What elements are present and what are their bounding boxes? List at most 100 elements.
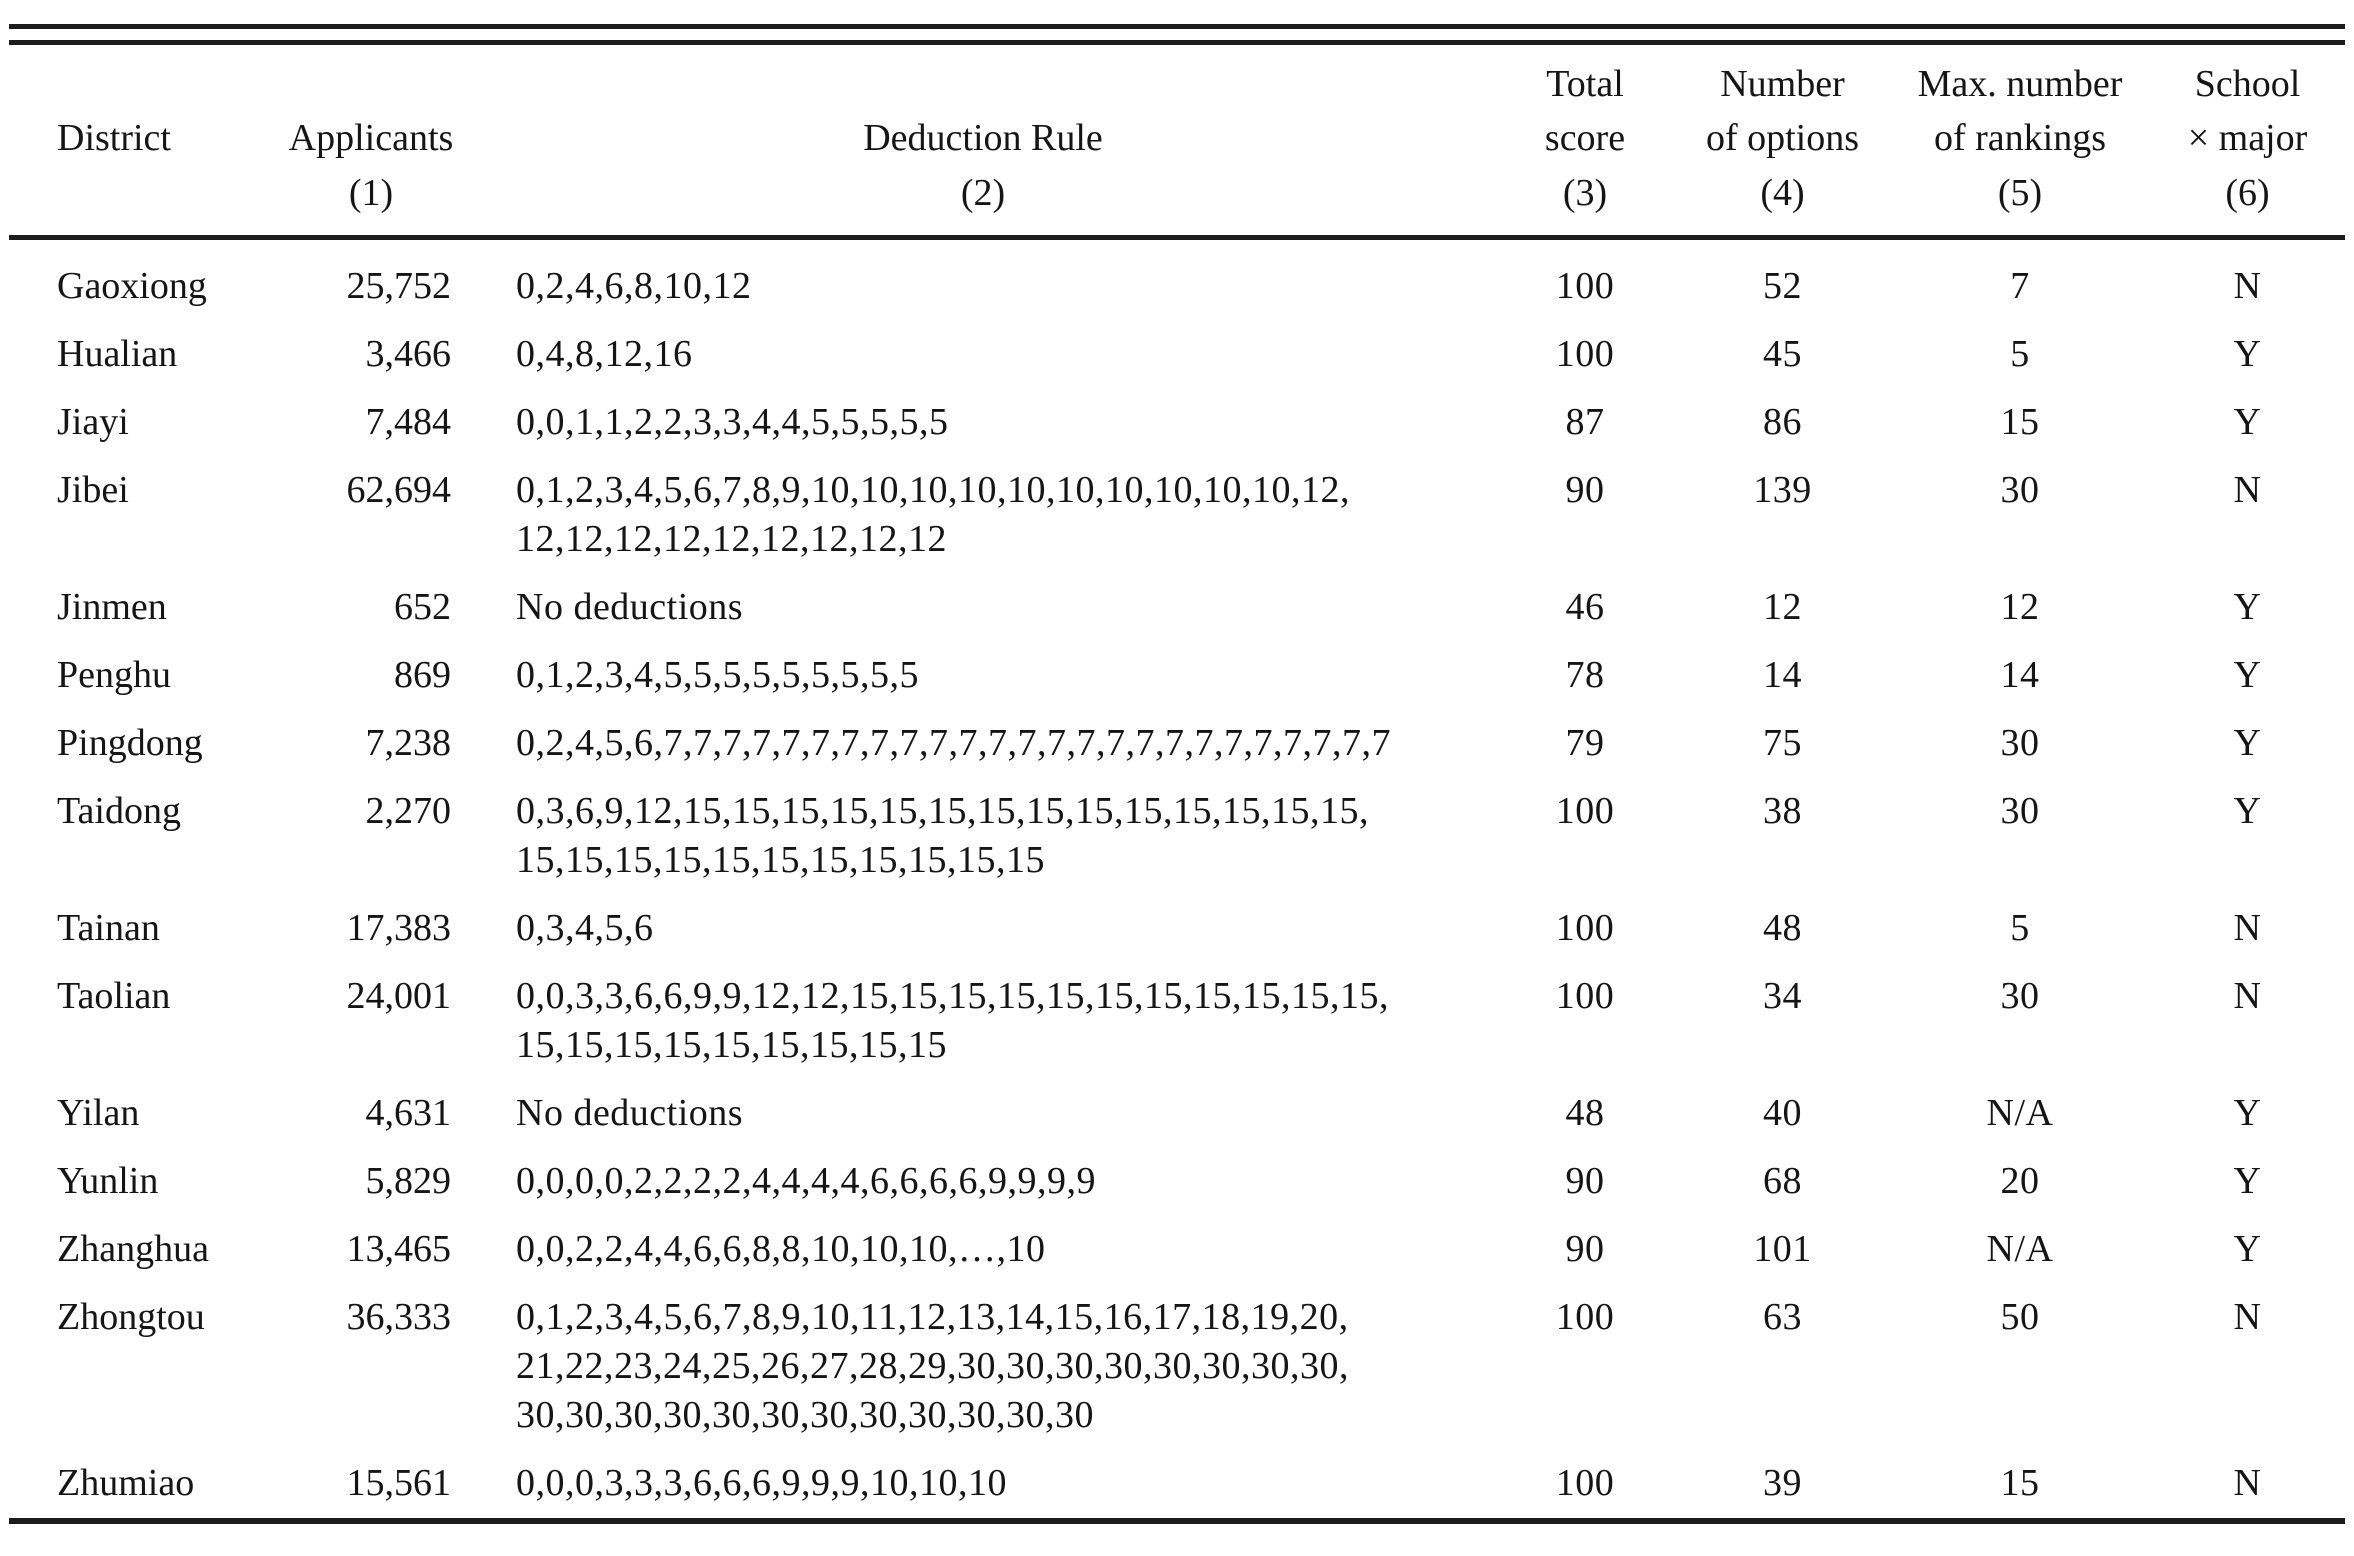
cell-district: Tainan <box>57 907 160 949</box>
cell-district: Yunlin <box>57 1160 159 1202</box>
cell-district: Jinmen <box>57 586 167 628</box>
cell-deduction-rule: 0,0,0,3,3,3,6,6,6,9,9,9,10,10,10 <box>471 1450 1495 1518</box>
cell-max-rankings: 30 <box>2000 975 2040 1017</box>
cell-district: Taolian <box>57 975 171 1017</box>
table-row: Zhumiao 15,561 0,0,0,3,3,3,6,6,6,9,9,9,10,… <box>9 1450 2345 1518</box>
cell-district: Penghu <box>57 654 171 696</box>
cell-max-rankings: 30 <box>2000 790 2040 832</box>
cell-deduction-rule: 0,0,3,3,6,6,9,9,12,12,15,15,15,15,15,15,… <box>471 963 1495 1080</box>
cell-deduction-rule: 0,0,2,2,4,4,6,6,8,8,10,10,10,…,10 <box>471 1216 1495 1284</box>
table-header: District Applicants (1) Deduction Rule (… <box>9 45 2345 240</box>
table-row: Yilan 4,631 No deductions 48 40 N/A Y <box>9 1080 2345 1148</box>
cell-school-major: Y <box>2233 722 2262 764</box>
table-row: Jiayi 7,484 0,0,1,1,2,2,3,3,4,4,5,5,5,5,5 8… <box>9 389 2345 457</box>
cell-school-major: Y <box>2233 586 2262 628</box>
header-cell-total-score: Total score (3) <box>1495 45 1675 240</box>
deduction-rule-line: 15,15,15,15,15,15,15,15,15 <box>516 1024 947 1066</box>
cell-number-of-options: 68 <box>1763 1160 1802 1202</box>
deduction-rule-line: 21,22,23,24,25,26,27,28,29,30,30,30,30,3… <box>516 1345 1349 1387</box>
header-line1 <box>57 57 270 111</box>
cell-number-of-options: 101 <box>1753 1228 1812 1270</box>
cell-total-score: 100 <box>1555 975 1615 1017</box>
cell-district: Jiayi <box>57 401 129 443</box>
cell-deduction-rule: 0,4,8,12,16 <box>471 321 1495 389</box>
cell-deduction-rule: 0,3,6,9,12,15,15,15,15,15,15,15,15,15,15… <box>471 778 1495 895</box>
table-row: Zhanghua 13,465 0,0,2,2,4,4,6,6,8,8,10,10,… <box>9 1216 2345 1284</box>
cell-school-major: Y <box>2233 401 2262 443</box>
cell-total-score: 48 <box>1565 1092 1605 1134</box>
header-line1: Total <box>1546 63 1624 105</box>
header-column-number: (6) <box>2225 172 2270 214</box>
cell-district: Hualian <box>57 333 178 375</box>
deduction-rule-line: No deductions <box>516 1092 744 1134</box>
cell-applicants: 15,561 <box>346 1462 452 1504</box>
header-cell-applicants: Applicants (1) <box>271 45 471 240</box>
cell-total-score: 79 <box>1565 722 1605 764</box>
cell-total-score: 90 <box>1565 1160 1605 1202</box>
cell-max-rankings: 50 <box>2000 1296 2040 1338</box>
table-row: Taidong 2,270 0,3,6,9,12,15,15,15,15,15,15… <box>9 778 2345 895</box>
cell-deduction-rule: 0,2,4,5,6,7,7,7,7,7,7,7,7,7,7,7,7,7,7,7,… <box>471 710 1495 778</box>
cell-applicants: 13,465 <box>346 1228 452 1270</box>
table-row: Pingdong 7,238 0,2,4,5,6,7,7,7,7,7,7,7,7,7… <box>9 710 2345 778</box>
cell-total-score: 90 <box>1565 1228 1605 1270</box>
header-column-number: (2) <box>960 172 1006 214</box>
cell-deduction-rule: 0,2,4,6,8,10,12 <box>471 238 1495 322</box>
cell-deduction-rule: 0,1,2,3,4,5,6,7,8,9,10,11,12,13,14,15,16… <box>471 1284 1495 1450</box>
cell-applicants: 5,829 <box>365 1160 452 1202</box>
cell-max-rankings: 5 <box>2010 907 2030 949</box>
header-line1: Max. number <box>1917 63 2123 105</box>
cell-number-of-options: 38 <box>1763 790 1802 832</box>
top-rule-lower <box>9 40 2345 45</box>
header-column-number: (4) <box>1760 172 1805 214</box>
table-row: Jibei 62,694 0,1,2,3,4,5,6,7,8,9,10,10,10,… <box>9 457 2345 574</box>
cell-deduction-rule: No deductions <box>471 1080 1495 1148</box>
cell-district: Taidong <box>57 790 181 832</box>
deduction-rule-line: 0,2,4,5,6,7,7,7,7,7,7,7,7,7,7,7,7,7,7,7,… <box>516 722 1391 764</box>
cell-number-of-options: 63 <box>1763 1296 1802 1338</box>
cell-number-of-options: 12 <box>1763 586 1802 628</box>
cell-max-rankings: 15 <box>2000 401 2040 443</box>
cell-school-major: N <box>2233 1296 2262 1338</box>
header-label: × major <box>2187 117 2308 159</box>
cell-applicants: 3,466 <box>365 333 452 375</box>
deduction-rule-line: 0,3,6,9,12,15,15,15,15,15,15,15,15,15,15… <box>516 790 1369 832</box>
cell-max-rankings: 14 <box>2000 654 2040 696</box>
cell-school-major: N <box>2233 975 2262 1017</box>
cell-total-score: 90 <box>1565 469 1605 511</box>
header-column-number: (3) <box>1562 172 1608 214</box>
header-line1 <box>472 57 1494 111</box>
header-label: score <box>1544 117 1626 159</box>
cell-max-rankings: 30 <box>2000 722 2040 764</box>
cell-district: Zhanghua <box>57 1228 209 1270</box>
cell-max-rankings: 30 <box>2000 469 2040 511</box>
cell-applicants: 24,001 <box>346 975 452 1017</box>
cell-number-of-options: 34 <box>1763 975 1802 1017</box>
cell-number-of-options: 45 <box>1763 333 1802 375</box>
cell-number-of-options: 86 <box>1763 401 1802 443</box>
header-column-number <box>57 165 270 221</box>
deduction-rule-line: 0,3,4,5,6 <box>516 907 654 949</box>
cell-total-score: 100 <box>1555 1462 1615 1504</box>
header-cell-max-rankings: Max. number of rankings (5) <box>1890 45 2150 240</box>
header-label: District <box>57 117 171 159</box>
table-row: Penghu 869 0,1,2,3,4,5,5,5,5,5,5,5,5,5 78 14… <box>9 642 2345 710</box>
cell-district: Jibei <box>57 469 129 511</box>
deduction-rule-line: 0,0,0,0,2,2,2,2,4,4,4,4,6,6,6,6,9,9,9,9 <box>516 1160 1096 1202</box>
table-row: Jinmen 652 No deductions 46 12 12 Y <box>9 574 2345 642</box>
table-row: Zhongtou 36,333 0,1,2,3,4,5,6,7,8,9,10,11,… <box>9 1284 2345 1450</box>
cell-applicants: 25,752 <box>346 265 452 307</box>
cell-deduction-rule: 0,1,2,3,4,5,5,5,5,5,5,5,5,5 <box>471 642 1495 710</box>
cell-school-major: Y <box>2233 1092 2262 1134</box>
cell-applicants: 4,631 <box>365 1092 452 1134</box>
cell-deduction-rule: 0,1,2,3,4,5,6,7,8,9,10,10,10,10,10,10,10… <box>471 457 1495 574</box>
cell-school-major: Y <box>2233 333 2262 375</box>
cell-school-major: N <box>2233 1462 2262 1504</box>
table-body: Gaoxiong 25,752 0,2,4,6,8,10,12 100 52 7 N Hual… <box>9 238 2345 1519</box>
cell-number-of-options: 52 <box>1763 265 1802 307</box>
cell-total-score: 100 <box>1555 1296 1615 1338</box>
cell-school-major: Y <box>2233 1160 2262 1202</box>
deduction-rule-line: 0,0,0,3,3,3,6,6,6,9,9,9,10,10,10 <box>516 1462 1007 1504</box>
cell-total-score: 100 <box>1555 265 1615 307</box>
